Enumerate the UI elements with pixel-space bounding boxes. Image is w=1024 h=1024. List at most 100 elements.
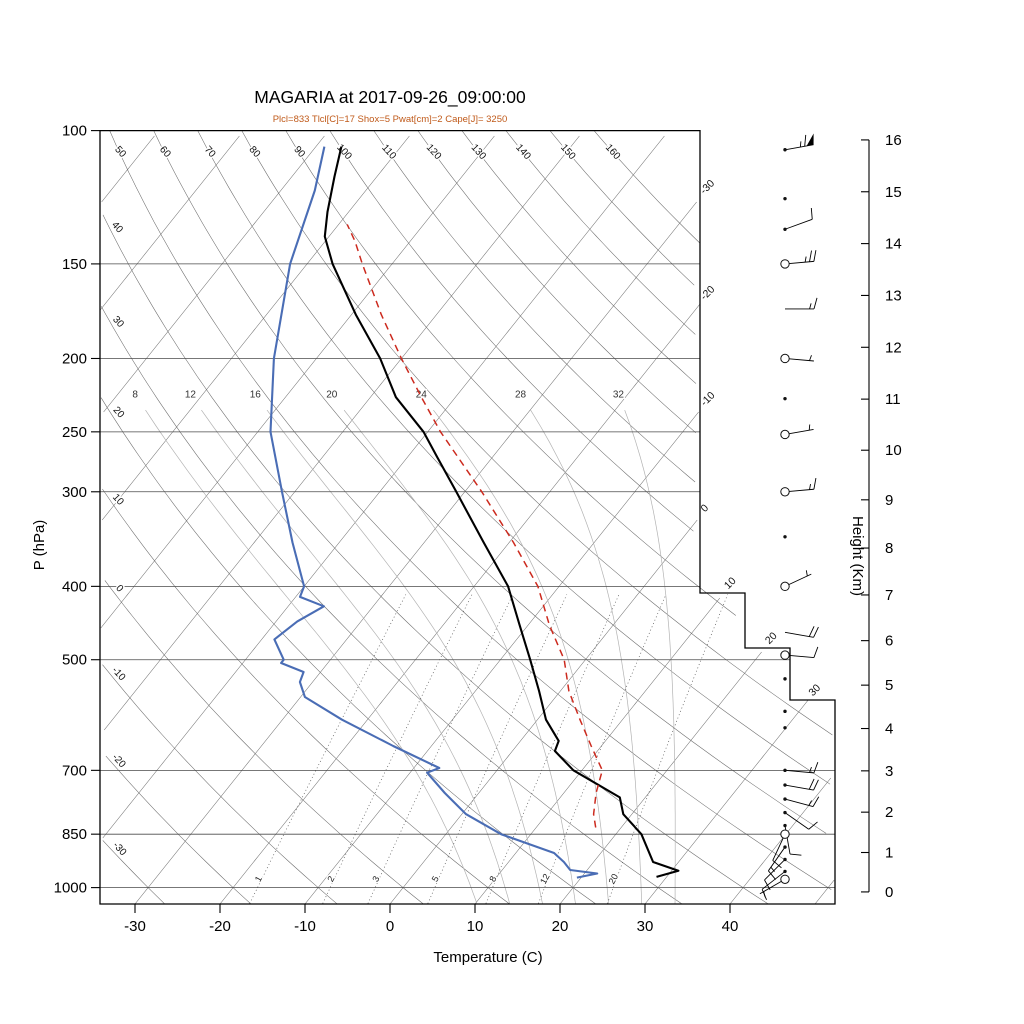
grid-label: 90 bbox=[291, 144, 307, 160]
wind-level-dot bbox=[783, 810, 787, 815]
isotherm-lines bbox=[99, 135, 835, 905]
wind-level-dot bbox=[783, 726, 787, 730]
parcel-curve bbox=[346, 224, 604, 828]
grid-label: 50 bbox=[112, 144, 128, 160]
grid-label: 16 bbox=[250, 389, 262, 400]
axis-tick-label: 1 bbox=[885, 845, 893, 862]
dewpoint-curve bbox=[269, 146, 599, 879]
grid-label: -20 bbox=[110, 752, 128, 770]
axis-tick-label: 500 bbox=[62, 652, 87, 669]
axis-tick-label: 10 bbox=[467, 918, 484, 935]
axis-tick-label: 16 bbox=[885, 132, 902, 149]
wind-level-circle bbox=[780, 581, 790, 592]
grid-label: 70 bbox=[202, 144, 218, 160]
grid-label: 30 bbox=[110, 314, 126, 330]
grid-label: 100 bbox=[334, 142, 354, 162]
axis-tick-label: 6 bbox=[885, 633, 893, 650]
grid-label: 20 bbox=[607, 872, 621, 886]
axis-tick-label: 0 bbox=[885, 884, 893, 901]
temperature-axis-title: Temperature (C) bbox=[433, 949, 542, 966]
axis-tick-label: 250 bbox=[62, 424, 87, 441]
grid-label: 140 bbox=[513, 142, 533, 162]
axis-tick-label: 8 bbox=[885, 540, 893, 557]
wind-level-dot bbox=[783, 148, 787, 152]
grid-label: 12 bbox=[185, 389, 197, 400]
axis-tick-label: -30 bbox=[124, 918, 146, 935]
wind-level-dot bbox=[783, 857, 787, 862]
grid-label: 110 bbox=[379, 143, 398, 163]
plot-frame bbox=[99, 129, 836, 905]
wind-level-circle bbox=[780, 429, 790, 440]
wind-level-dot bbox=[783, 227, 787, 231]
grid-label: 12 bbox=[538, 872, 552, 886]
axis-tick-label: 20 bbox=[552, 918, 569, 935]
wind-level-dot bbox=[783, 783, 787, 787]
grid-label: 20 bbox=[111, 405, 127, 421]
axis-tick-label: 40 bbox=[722, 918, 739, 935]
axis-tick-label: 30 bbox=[637, 918, 654, 935]
grid-label: -10 bbox=[698, 389, 717, 408]
axis-tick-label: 13 bbox=[885, 287, 902, 304]
pressure-axis-title: P (hPa) bbox=[31, 520, 48, 571]
wind-level-dot bbox=[783, 709, 787, 714]
wind-level-dot bbox=[783, 677, 787, 681]
grid-label: 0 bbox=[113, 583, 125, 595]
grid-label: 5 bbox=[430, 874, 441, 883]
chart-subtitle: Plcl=833 Tlcl[C]=17 Shox=5 Pwat[cm]=2 Ca… bbox=[273, 114, 508, 125]
height-axis-title: Height (Km) bbox=[849, 516, 866, 596]
grid-label: 130 bbox=[469, 142, 489, 162]
axis-tick-label: 0 bbox=[386, 918, 394, 935]
chart-title: MAGARIA at 2017-09-26_09:00:00 bbox=[254, 87, 526, 108]
dry-adiabat-lines bbox=[100, 130, 833, 904]
wind-level-circle bbox=[780, 829, 790, 839]
wind-level-circle bbox=[780, 487, 790, 497]
grid-label: 32 bbox=[613, 389, 625, 400]
axis-tick-label: 200 bbox=[62, 350, 87, 367]
axis-tick-label: -10 bbox=[294, 918, 316, 935]
axis-tick-label: 15 bbox=[885, 184, 902, 201]
wind-level-dot bbox=[783, 535, 787, 539]
grid-label: 8 bbox=[132, 389, 138, 400]
grid-label: 30 bbox=[806, 682, 823, 699]
axis-tick-label: 2 bbox=[885, 804, 893, 821]
axis-tick-label: 9 bbox=[885, 492, 893, 509]
axis-tick-label: 150 bbox=[62, 256, 87, 273]
axis-tick-label: 14 bbox=[885, 236, 902, 253]
wind-level-dot bbox=[783, 869, 787, 874]
grid-label: 3 bbox=[370, 874, 381, 883]
background-lines bbox=[99, 129, 836, 905]
grid-label: 8 bbox=[487, 874, 498, 883]
wind-level-dot bbox=[783, 823, 787, 828]
wind-level-circle bbox=[780, 259, 790, 269]
grid-label: 160 bbox=[603, 142, 623, 162]
grid-label: 20 bbox=[763, 630, 780, 647]
grid-label: 20 bbox=[326, 389, 338, 400]
grid-label: -30 bbox=[698, 177, 717, 196]
wind-level-dot bbox=[783, 396, 787, 401]
axis-tick-label: 300 bbox=[62, 484, 87, 501]
pressure-gridlines bbox=[100, 263, 835, 888]
grid-label: 10 bbox=[722, 575, 739, 592]
sounding-curves bbox=[269, 146, 680, 879]
grid-label: -30 bbox=[110, 840, 128, 858]
mixing-ratio-lines bbox=[249, 594, 729, 904]
axis-tick-label: 4 bbox=[885, 721, 893, 738]
wind-level-dot bbox=[783, 845, 787, 849]
axis-tick-label: 850 bbox=[62, 826, 87, 843]
axis-tick-label: 5 bbox=[885, 677, 893, 694]
wind-level-circle bbox=[780, 353, 790, 364]
axis-tick-label: 700 bbox=[62, 762, 87, 779]
axis-tick-label: 11 bbox=[885, 391, 901, 408]
axis-tick-label: 400 bbox=[62, 578, 87, 595]
grid-label: 1 bbox=[253, 874, 264, 883]
wind-level-dot bbox=[783, 797, 787, 801]
grid-label: 2 bbox=[325, 874, 336, 883]
axis-tick-label: 7 bbox=[885, 587, 893, 604]
axis-tick-label: 1000 bbox=[54, 880, 87, 897]
wind-level-dot bbox=[783, 196, 787, 201]
grid-label: 28 bbox=[515, 389, 527, 400]
temperature-curve bbox=[323, 146, 680, 878]
grid-label: 40 bbox=[109, 220, 125, 236]
